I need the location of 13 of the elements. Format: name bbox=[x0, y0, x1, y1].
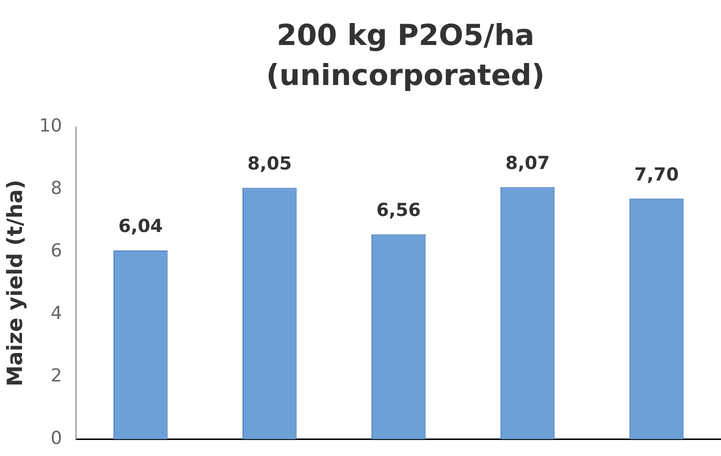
y-tick-label: 6 bbox=[50, 240, 62, 262]
data-label: 6,56 bbox=[376, 200, 421, 221]
y-tick-label: 8 bbox=[50, 178, 62, 199]
y-tick-label: 2 bbox=[50, 365, 62, 386]
data-label: 6,04 bbox=[118, 216, 163, 238]
chart-title: 200 kg P2O5/ha (unincorporated) bbox=[265, 17, 546, 94]
data-label: 8,05 bbox=[247, 153, 292, 174]
data-label: 7,70 bbox=[634, 164, 679, 186]
y-axis-title: Maize yield (t/ha) bbox=[3, 180, 28, 386]
data-label: 8,07 bbox=[505, 152, 550, 174]
y-tick-label: 10 bbox=[39, 115, 62, 136]
y-tick-label: 0 bbox=[50, 428, 62, 449]
y-tick-label: 4 bbox=[50, 302, 62, 324]
